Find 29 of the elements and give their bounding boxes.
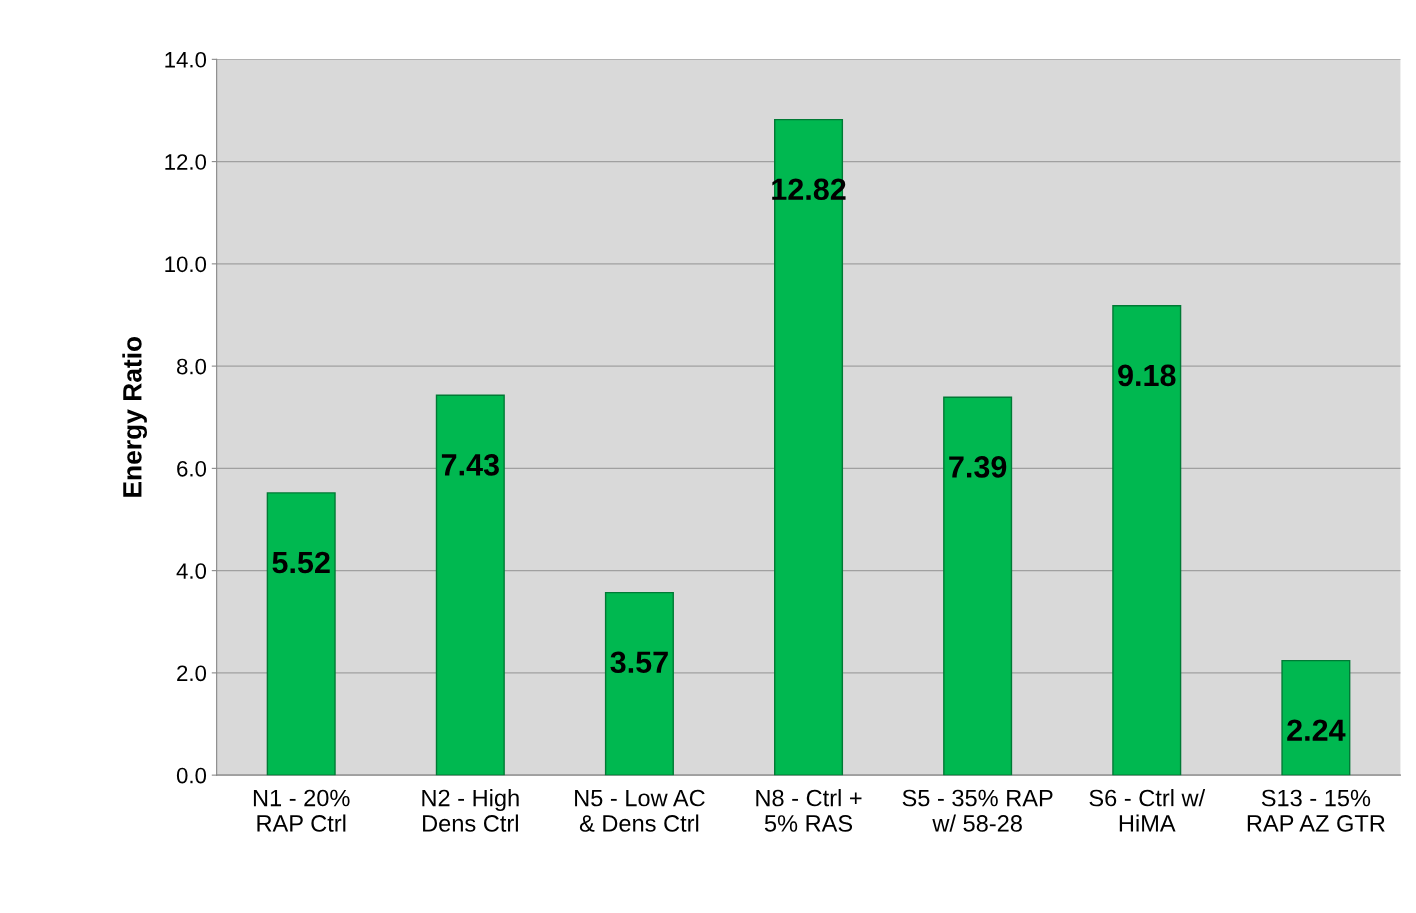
bar [1112,305,1182,776]
data-label: 5.52 [272,551,330,574]
bar [266,492,336,776]
x-tick-label: N2 - High Dens Ctrl [422,789,519,832]
bar [943,396,1013,776]
y-tick-label: 14.0 [165,51,207,68]
data-label: 2.24 [1287,719,1346,741]
x-tick-label: N1 - 20% RAP Ctrl [253,789,350,832]
bar [435,394,505,776]
x-tick-label: S5 - 35% RAP w/ 58-28 [902,789,1053,832]
y-tick-label: 4.0 [176,563,207,579]
y-tick-label: 8.0 [177,358,207,375]
bar [774,118,844,776]
data-label: 7.43 [441,454,499,476]
y-tick-label: 6.0 [177,460,207,477]
x-tick-label: N8 - Ctrl + 5% RAS [756,789,862,832]
data-label: 9.18 [1118,364,1176,387]
y-tick-label: 12.0 [165,154,207,170]
y-tick-label: 0.0 [176,767,207,784]
y-tick-label: 10.0 [165,256,207,273]
x-tick-label: S6 - Ctrl w/ HiMA [1089,789,1206,832]
y-axis-title: Energy Ratio [122,336,148,497]
x-tick-label: N5 - Low AC & Dens Ctrl [575,789,705,832]
y-tick-label: 2.0 [177,665,207,682]
data-label: 3.57 [610,651,668,674]
bar [604,591,674,776]
bar [1281,659,1351,776]
x-tick-label: S13 - 15% RAP AZ GTR [1247,789,1385,832]
data-label: 7.39 [949,456,1007,478]
